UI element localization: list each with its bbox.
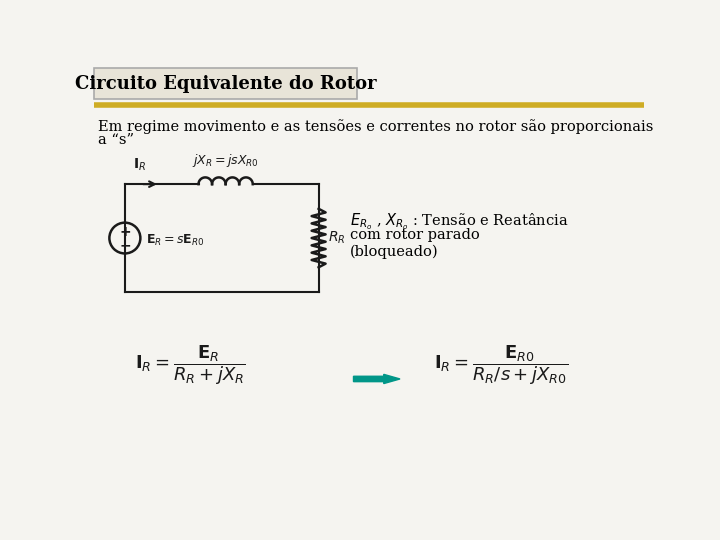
- Polygon shape: [354, 374, 400, 383]
- Text: com rotor parado: com rotor parado: [350, 228, 480, 242]
- FancyBboxPatch shape: [94, 68, 357, 99]
- Text: $\mathbf{I}_R$: $\mathbf{I}_R$: [132, 157, 145, 173]
- Text: $E_{R_o}$ , $X_{R_o}$ : Tensão e Reatância: $E_{R_o}$ , $X_{R_o}$ : Tensão e Reatânc…: [350, 211, 568, 232]
- Text: $jX_R = jsX_{R0}$: $jX_R = jsX_{R0}$: [192, 152, 259, 168]
- Text: +: +: [119, 225, 131, 239]
- Text: $\mathbf{I}_R = \dfrac{\mathbf{E}_R}{R_R + jX_R}$: $\mathbf{I}_R = \dfrac{\mathbf{E}_R}{R_R…: [135, 343, 246, 387]
- Text: $R_R$: $R_R$: [328, 230, 346, 246]
- Text: −: −: [119, 238, 131, 252]
- Text: $\mathbf{I}_R = \dfrac{\mathbf{E}_{R0}}{R_R/s + jX_{R0}}$: $\mathbf{I}_R = \dfrac{\mathbf{E}_{R0}}{…: [433, 343, 568, 387]
- Text: Em regime movimento e as tensões e correntes no rotor são proporcionais: Em regime movimento e as tensões e corre…: [98, 119, 653, 133]
- Text: $\mathbf{E}_R = s\mathbf{E}_{R0}$: $\mathbf{E}_R = s\mathbf{E}_{R0}$: [145, 233, 204, 248]
- Text: Circuito Equivalente do Rotor: Circuito Equivalente do Rotor: [75, 75, 377, 93]
- Text: a “s”: a “s”: [98, 132, 134, 146]
- Text: (bloqueado): (bloqueado): [350, 245, 438, 259]
